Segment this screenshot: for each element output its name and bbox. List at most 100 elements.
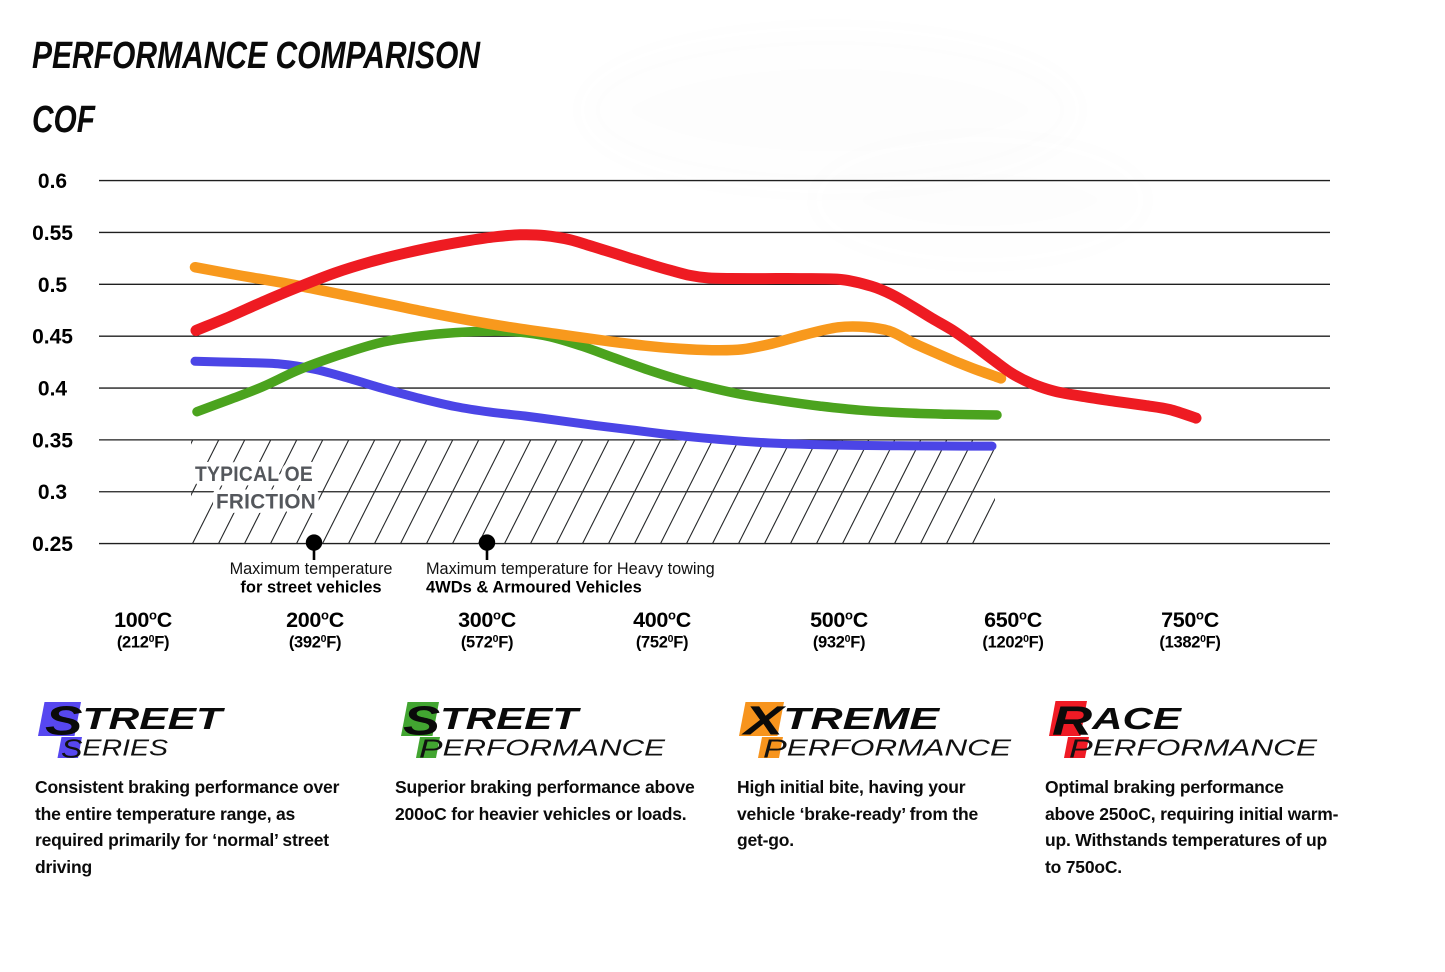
x-tick-650c-fahrenheit: (12020F) xyxy=(982,633,1043,652)
y-tick-label-0.55: 0.55 xyxy=(32,222,73,245)
y-tick-label-0.45: 0.45 xyxy=(32,326,73,349)
hatch-line xyxy=(477,439,532,544)
hatch-line xyxy=(243,439,298,544)
x-tick-500c: 500oC xyxy=(810,608,868,633)
logo-color-block xyxy=(739,702,784,736)
curve-street-series xyxy=(190,356,997,451)
logo-word1: X TREME xyxy=(741,698,941,744)
logo-color-block xyxy=(416,737,440,758)
hatch-line xyxy=(425,439,480,544)
hatch-line xyxy=(685,439,740,544)
curve-xtreme-performance xyxy=(189,261,1007,384)
y-tick-label-0.25: 0.25 xyxy=(32,533,73,556)
annotation-markers xyxy=(305,534,496,560)
oe-friction-label: TYPICAL OE FRICTION xyxy=(191,458,321,519)
hatch-line xyxy=(867,439,922,544)
hatch-line xyxy=(633,439,688,544)
marker-dot xyxy=(478,534,496,551)
hatch-line xyxy=(659,439,714,544)
hatch-line xyxy=(269,439,324,544)
logo-word1: S TREET xyxy=(403,698,582,744)
hatch-line xyxy=(971,497,995,544)
y-tick-label-0.5: 0.5 xyxy=(38,274,68,297)
x-tick-650c: 650oC xyxy=(984,608,1042,633)
logo-street-performance: S TREET P ERFORMANCE xyxy=(401,698,666,764)
legend-desc-race-performance: Optimal braking performance above 250oC,… xyxy=(1045,777,1339,877)
hatch-line xyxy=(295,439,350,544)
x-tick-750c-fahrenheit: (13820F) xyxy=(1159,633,1220,652)
hatch-line xyxy=(191,439,246,544)
x-tick-400c: 400oC xyxy=(633,608,691,633)
annotation-max-temp-towing: Maximum temperature for Heavy towing 4WD… xyxy=(426,560,715,597)
legend-desc-xtreme-performance: High initial bite, having your vehicle ‘… xyxy=(737,777,979,851)
x-tick-750c: 750oC xyxy=(1161,608,1219,633)
hatch-line xyxy=(919,439,974,544)
curves-layer xyxy=(189,229,1202,451)
annotation-text: Maximum temperature xyxy=(230,560,393,578)
logo-word2: P ERFORMANCE xyxy=(1069,734,1318,764)
hatch-line xyxy=(763,439,818,544)
y-tick-label-0.6: 0.6 xyxy=(38,170,67,193)
x-axis-labels: 100oC(2120F) 200oC(3920F) 300oC(5720F) 400o… xyxy=(114,608,1221,652)
marker-dot xyxy=(305,534,323,551)
logo-color-block xyxy=(38,702,81,736)
hatch-line xyxy=(347,439,402,544)
x-tick-500c-fahrenheit: (9320F) xyxy=(813,633,865,652)
hatch-line xyxy=(399,439,454,544)
curve-race-performance xyxy=(190,229,1202,424)
y-axis-title: COF xyxy=(32,99,96,141)
y-tick-label-0.3: 0.3 xyxy=(38,481,67,504)
logo-color-block xyxy=(57,737,82,758)
hatch-line xyxy=(711,439,766,544)
x-tick-300c-fahrenheit: (5720F) xyxy=(461,633,513,652)
hatch-line xyxy=(451,439,506,544)
oe-friction-hatch xyxy=(191,439,995,544)
annotation-text: Maximum temperature for Heavy towing xyxy=(426,560,715,578)
oe-label-line2: FRICTION xyxy=(216,490,316,514)
hatch-line xyxy=(321,439,376,544)
annotation-text-bold: 4WDs & Armoured Vehicles xyxy=(426,579,642,597)
hatch-line xyxy=(503,439,558,544)
hatch-line xyxy=(789,439,844,544)
legend-desc-street-series: Consistent braking performance over the … xyxy=(35,777,340,877)
x-tick-400c-fahrenheit: (7520F) xyxy=(636,633,688,652)
hatch-line xyxy=(217,439,272,544)
y-tick-label-0.4: 0.4 xyxy=(38,378,68,401)
y-tick-label-0.35: 0.35 xyxy=(32,429,73,452)
watermark-blob xyxy=(810,135,1150,265)
oe-label-line1: TYPICAL OE xyxy=(195,462,313,486)
hatch-line xyxy=(555,439,610,544)
logo-word2: P ERFORMANCE xyxy=(763,734,1012,764)
hatch-line xyxy=(373,439,428,544)
hatch-line xyxy=(945,446,995,544)
hatch-line xyxy=(841,439,896,544)
logo-color-block xyxy=(1064,737,1089,758)
legend-desc-street-performance: Superior braking performance above 200oC… xyxy=(395,777,695,824)
hatch-line xyxy=(893,439,948,544)
logo-color-block xyxy=(758,737,783,758)
logo-street-series: S TREET S ERIES xyxy=(38,698,226,764)
logo-race-performance: R ACE P ERFORMANCE xyxy=(1049,698,1318,764)
logo-xtreme-performance: X TREME P ERFORMANCE xyxy=(739,698,1012,764)
x-tick-300c: 300oC xyxy=(458,608,516,633)
logo-color-block xyxy=(1049,701,1087,736)
page-title: PERFORMANCE COMPARISON xyxy=(32,35,481,77)
x-tick-200c: 200oC xyxy=(286,608,344,633)
logo-word1: R ACE xyxy=(1052,698,1183,744)
hatch-line xyxy=(529,439,584,544)
curve-street-performance xyxy=(192,326,1002,420)
grid-layer: 0.6 0.55 0.5 0.45 0.4 0.35 0.3 0.25 xyxy=(32,170,1330,556)
annotation-text-bold: for street vehicles xyxy=(240,579,381,597)
x-tick-100c: 100oC xyxy=(114,608,172,633)
hatch-line xyxy=(581,439,636,544)
x-tick-100c-fahrenheit: (2120F) xyxy=(117,633,169,652)
hatch-line xyxy=(607,439,662,544)
logo-word2: P ERFORMANCE xyxy=(419,734,666,764)
x-tick-200c-fahrenheit: (3920F) xyxy=(289,633,341,652)
logo-word2: S ERIES xyxy=(61,734,169,764)
annotation-max-temp-street: Maximum temperature for street vehicles xyxy=(230,560,393,597)
hatch-line xyxy=(815,439,870,544)
hatch-line xyxy=(737,439,792,544)
